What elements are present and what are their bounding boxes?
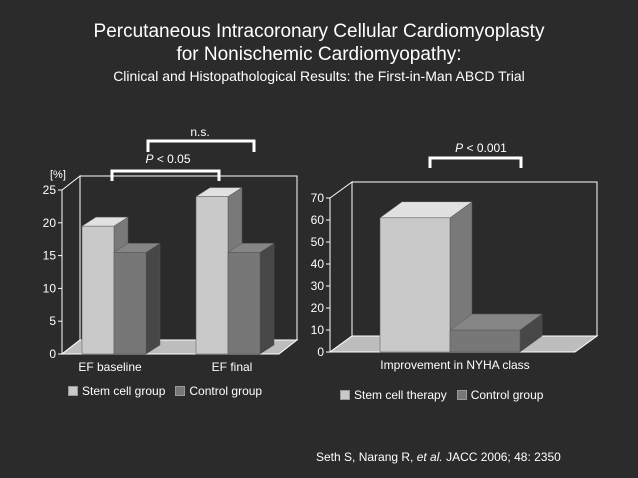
bar-stem-0-top: [379, 201, 473, 219]
legend-item-stem-therapy: Stem cell therapy: [340, 388, 447, 402]
legend-swatch-control: [175, 386, 186, 396]
title-line-2: for Nonischemic Cardiomyopathy:: [176, 44, 462, 65]
y-tick-label: 25: [43, 183, 57, 197]
y-tick-label: 20: [311, 301, 325, 315]
y-tick-label: 50: [311, 235, 325, 249]
legend-label-control-2: Control group: [470, 388, 544, 402]
legend-label-control: Control group: [189, 384, 263, 398]
legend-item-stem: Stem cell group: [68, 384, 165, 398]
y-tick-label: 10: [43, 281, 57, 295]
citation: Seth S, Narang R, et al. JACC 2006; 48: …: [316, 450, 561, 464]
x-tick-label: EF final: [212, 360, 253, 374]
bar-control-1-top: [227, 243, 275, 253]
legend-swatch-stem-therapy: [340, 390, 350, 400]
bar-stem-0-front: [81, 225, 115, 355]
y-tick-label: 40: [311, 257, 325, 271]
y-tick-label: 20: [43, 216, 57, 230]
bar-control-0: [449, 313, 543, 353]
legend-swatch-stem: [68, 386, 78, 396]
ns-bracket: [146, 139, 256, 152]
legend-nyha: Stem cell therapy Control group: [340, 388, 553, 402]
y-tick-label: 15: [43, 249, 57, 263]
title-line-1: Percutaneous Intracoronary Cellular Card…: [93, 21, 545, 42]
p-005-bracket: [110, 169, 221, 181]
x-tick-label: EF baseline: [78, 360, 142, 374]
title-block: Percutaneous Intracoronary Cellular Card…: [0, 20, 638, 85]
bar-control-0-side: [145, 242, 161, 355]
p-0001-bracket: [428, 156, 523, 168]
ef-chart: 0 5 10 15 20 25 [%] EF baseline EF final: [43, 169, 299, 374]
bar-control-0-top: [449, 313, 543, 331]
p-005-label: P < 0.05: [145, 152, 190, 166]
bar-control-1-front: [227, 252, 261, 355]
p-0001-label: P < 0.001: [455, 141, 507, 155]
bar-control-0: [113, 242, 161, 355]
bar-stem-1-top: [195, 187, 243, 197]
side-wall: [329, 181, 353, 353]
citation-authors: Seth S, Narang R,: [316, 450, 417, 464]
y-tick-label: 10: [311, 323, 325, 337]
bar-stem-0-front: [379, 217, 451, 353]
y-tick-label: 60: [311, 213, 325, 227]
bar-control-0-top: [113, 243, 161, 253]
nyha-chart: 0 10 20 30 40 50 60 70 Improvement in NYHA class: [311, 181, 599, 372]
ns-label: n.s.: [190, 125, 209, 139]
bar-control-1-side: [259, 242, 275, 355]
y-axis-unit: [%]: [50, 169, 66, 181]
bar-control-1: [227, 242, 275, 355]
bar-stem-0-top: [81, 216, 129, 227]
y-tick-label: 0: [317, 345, 324, 359]
bar-stem-1-front: [195, 196, 229, 355]
legend-ef: Stem cell group Control group: [68, 384, 272, 398]
y-tick-label: 70: [311, 191, 325, 205]
bar-stem-0: [379, 201, 473, 353]
y-tick-label: 30: [311, 279, 325, 293]
citation-ref: JACC 2006; 48: 2350: [442, 450, 561, 464]
y-tick-label: 0: [49, 347, 56, 361]
legend-label-stem-therapy: Stem cell therapy: [354, 388, 447, 402]
x-tick-label: Improvement in NYHA class: [380, 358, 529, 372]
citation-etal: et al.: [416, 450, 443, 464]
side-wall: [61, 174, 81, 356]
bar-control-0-front: [449, 329, 521, 353]
subtitle: Clinical and Histopathological Results: …: [113, 68, 525, 84]
legend-item-control: Control group: [175, 384, 262, 398]
legend-label-stem: Stem cell group: [82, 384, 166, 398]
bar-control-0-front: [113, 252, 147, 355]
legend-item-control-2: Control group: [456, 388, 544, 402]
y-tick-label: 5: [49, 314, 56, 328]
legend-swatch-control-2: [456, 390, 467, 400]
